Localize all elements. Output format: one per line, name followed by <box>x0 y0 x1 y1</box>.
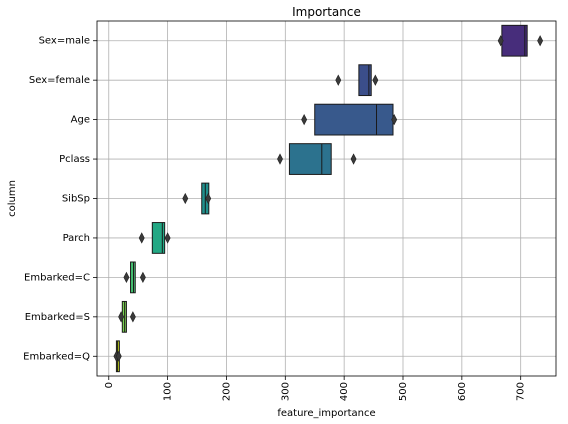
outlier-marker <box>164 232 171 244</box>
boxen-box <box>130 261 136 294</box>
x-tick-label: 400 <box>339 382 350 401</box>
y-tick-label: Parch <box>63 233 90 244</box>
box-layer <box>113 24 544 373</box>
outlier-marker <box>372 74 379 86</box>
x-tick-label: 600 <box>457 382 468 401</box>
outlier-marker <box>497 35 504 47</box>
outlier-marker <box>115 350 122 362</box>
tick-layer: 0 100 200 300 400 500 600 700 Sex=male Sex=female… <box>23 36 527 401</box>
y-tick-label: Embarked=S <box>25 312 90 323</box>
outlier-marker <box>182 192 189 205</box>
outlier-marker <box>123 271 130 284</box>
y-axis-label: column <box>7 180 18 217</box>
plot-frame <box>96 20 557 377</box>
y-tick-label: Embarked=Q <box>23 351 90 362</box>
grid-lines <box>97 21 556 376</box>
outlier-marker <box>301 113 308 126</box>
outlier-marker <box>118 311 125 323</box>
outlier-marker <box>391 113 398 126</box>
boxen-box <box>151 222 166 254</box>
x-tick-label: 300 <box>280 382 291 401</box>
x-tick-label: 100 <box>163 382 174 401</box>
x-tick-label: 0 <box>104 382 115 388</box>
outlier-marker <box>205 192 212 205</box>
y-tick-label: Pclass <box>59 154 90 165</box>
y-tick-label: SibSp <box>62 194 90 205</box>
chart-title: Importance <box>292 5 361 19</box>
boxen-box <box>314 103 394 136</box>
boxen-box <box>358 64 372 97</box>
y-tick-label: Sex=male <box>39 36 90 47</box>
y-tick-label: Sex=female <box>29 75 90 86</box>
boxen-box <box>501 24 528 57</box>
outlier-marker <box>350 153 357 165</box>
outlier-marker <box>537 35 544 47</box>
outlier-marker <box>138 232 145 244</box>
x-tick-label: 700 <box>516 382 527 401</box>
x-axis-label: feature_importance <box>277 408 375 419</box>
y-tick-label: Embarked=C <box>24 272 90 283</box>
outlier-marker <box>129 311 136 323</box>
outlier-marker <box>335 74 342 86</box>
outlier-marker <box>139 271 146 284</box>
x-tick-label: 200 <box>221 382 232 401</box>
boxen-box <box>288 143 332 175</box>
x-tick-label: 500 <box>398 382 409 401</box>
y-tick-label: Age <box>71 115 90 126</box>
outlier-marker <box>277 153 283 165</box>
